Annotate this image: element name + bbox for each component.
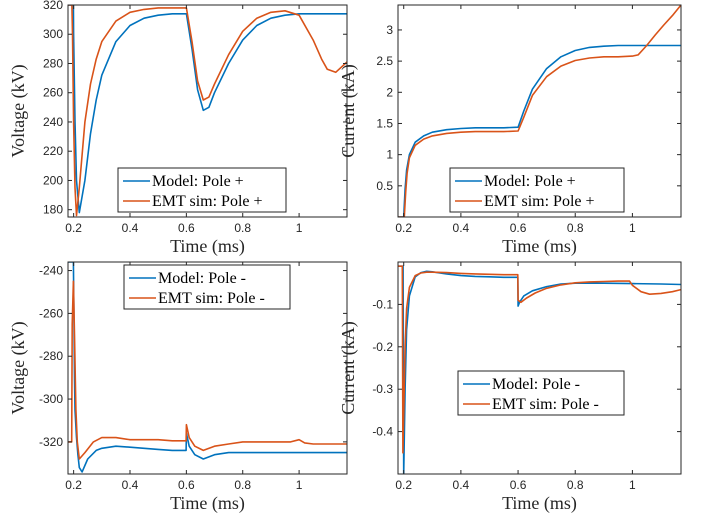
series-line-model [398, 265, 681, 474]
legend: Model: Pole + EMT sim: Pole + [449, 167, 625, 213]
y-tick-label: -240 [39, 264, 63, 278]
x-tick-label: 0.2 [65, 478, 82, 492]
y-tick-label: 280 [43, 56, 63, 70]
x-tick-label: 0.6 [178, 478, 195, 492]
legend-box [117, 167, 287, 213]
x-tick-label: 0.6 [178, 221, 195, 235]
y-tick-label: 0.5 [376, 179, 393, 193]
legend-box [123, 264, 291, 310]
y-tick-label: 220 [43, 144, 63, 158]
x-tick-label: 1 [296, 478, 303, 492]
series-line-emt [398, 265, 681, 454]
legend-entry-label: Model: Pole - [158, 270, 246, 287]
y-tick-label: -0.3 [372, 382, 393, 396]
y-tick-label: 260 [43, 86, 63, 100]
legend-entry-label: EMT sim: Pole + [484, 193, 595, 210]
x-tick-label: 0.4 [122, 478, 139, 492]
legend-entry-label: EMT sim: Pole - [492, 396, 599, 413]
x-tick-label: 0.2 [395, 478, 412, 492]
y-tick-label: 2.5 [376, 54, 393, 68]
series-line-emt [68, 280, 347, 460]
axes-box [397, 261, 682, 475]
x-tick-label: 0.8 [234, 478, 251, 492]
legend-entry-label: EMT sim: Pole - [158, 290, 265, 307]
x-tick-label: 1 [629, 478, 636, 492]
series-group [398, 265, 681, 474]
x-tick-label: 0.8 [234, 221, 251, 235]
x-tick-label: 1 [629, 221, 636, 235]
y-tick-label: 200 [43, 173, 63, 187]
y-tick-label: 1.5 [376, 116, 393, 130]
y-tick-label: 300 [43, 27, 63, 41]
x-axis-label: Time (ms) [170, 493, 245, 514]
chart-panel-2: 0.2 0.4 0.6 0.8 1 0.5 1 1.5 2 2.5 3 Time (ms) Curren… [338, 4, 682, 257]
y-tick-label: -320 [39, 435, 63, 449]
y-tick-label: -0.4 [372, 425, 393, 439]
y-tick-label: -300 [39, 392, 63, 406]
chart-panel-3: 0.2 0.4 0.6 0.8 1 -320 -300 -280 -260 -240 Time (m… [8, 261, 348, 514]
axes-box [67, 4, 348, 218]
x-tick-label: 0.4 [453, 221, 470, 235]
axes-box [397, 4, 682, 218]
legend: Model: Pole - EMT sim: Pole - [457, 370, 625, 416]
y-axis-label: Voltage (kV) [8, 321, 29, 414]
series-line-emt [398, 5, 681, 217]
y-tick-label: 240 [43, 115, 63, 129]
x-tick-label: 0.6 [510, 221, 527, 235]
y-tick-label: 1 [386, 148, 393, 162]
axes-box [67, 261, 348, 475]
legend-entry-label: Model: Pole + [484, 173, 576, 190]
y-axis-label: Current (kA) [338, 64, 359, 157]
x-tick-label: 0.4 [453, 478, 470, 492]
x-tick-label: 0.6 [510, 478, 527, 492]
x-tick-label: 0.8 [567, 478, 584, 492]
legend: Model: Pole + EMT sim: Pole + [117, 167, 287, 213]
x-axis-label: Time (ms) [502, 493, 577, 514]
legend-box [449, 167, 625, 213]
x-tick-label: 0.4 [122, 221, 139, 235]
legend-entry-label: Model: Pole - [492, 376, 580, 393]
series-line-model [68, 5, 347, 214]
x-tick-label: 0.8 [567, 221, 584, 235]
y-tick-label: 320 [43, 0, 63, 12]
chart-panel-1: 0.2 0.4 0.6 0.8 1 180 200 220 240 260 280 300 320 Tim… [8, 0, 348, 257]
plot-area [398, 262, 681, 474]
y-tick-label: 180 [43, 203, 63, 217]
y-tick-label: -260 [39, 306, 63, 320]
legend: Model: Pole - EMT sim: Pole - [123, 264, 291, 310]
y-axis-label: Voltage (kV) [8, 64, 29, 157]
y-tick-label: -280 [39, 349, 63, 363]
legend-box [457, 370, 625, 416]
series-group [68, 262, 347, 473]
x-tick-label: 1 [296, 221, 303, 235]
y-tick-label: 3 [386, 23, 393, 37]
y-tick-label: -0.2 [372, 340, 393, 354]
y-tick-label: 2 [386, 85, 393, 99]
x-tick-label: 0.2 [65, 221, 82, 235]
y-axis-label: Current (kA) [338, 321, 359, 414]
x-axis-label: Time (ms) [502, 236, 577, 257]
chart-panel-4: 0.2 0.4 0.6 0.8 1 -0.4 -0.3 -0.2 -0.1 Time (ms) Cu… [338, 261, 682, 514]
x-tick-label: 0.2 [395, 221, 412, 235]
legend-entry-label: Model: Pole + [152, 173, 244, 190]
y-tick-label: -0.1 [372, 297, 393, 311]
x-axis-label: Time (ms) [170, 236, 245, 257]
legend-entry-label: EMT sim: Pole + [152, 193, 263, 210]
series-line-model [398, 44, 681, 217]
series-group [398, 5, 681, 217]
